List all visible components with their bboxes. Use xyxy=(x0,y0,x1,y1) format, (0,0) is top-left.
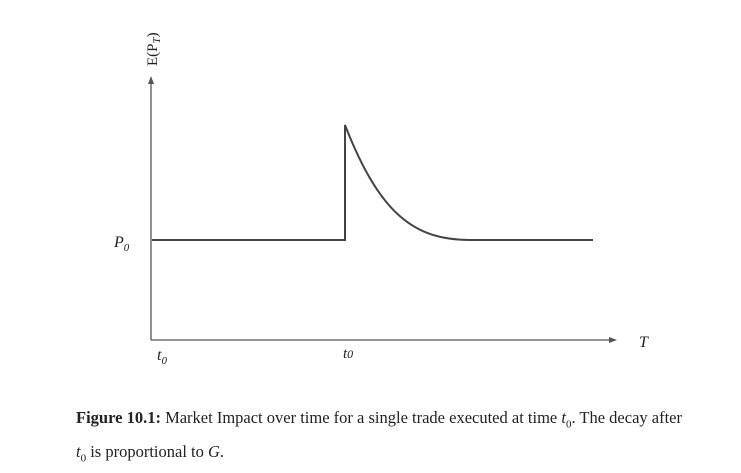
y-axis-arrowhead xyxy=(148,76,154,84)
caption-text-3: is proportional to xyxy=(90,442,204,462)
caption-text-1: Market Impact over time for a single tra… xyxy=(165,408,558,427)
x-axis-label: T xyxy=(639,334,649,351)
t0-origin-label: t0 xyxy=(157,347,167,367)
y-axis-label: E(PT) xyxy=(145,32,163,66)
t0-jump-label: t0 xyxy=(343,346,353,362)
caption-text-2: . The decay after xyxy=(571,408,682,427)
caption-text-4: . xyxy=(219,442,225,462)
expected-price-path xyxy=(152,124,593,241)
caption-var-g: G xyxy=(208,442,220,462)
caption-label: Figure 10.1: xyxy=(76,408,161,427)
figure-caption: Figure 10.1: Market Impact over time for… xyxy=(76,404,696,473)
caption-var-t2: t0 xyxy=(76,442,87,465)
x-axis-arrowhead xyxy=(609,337,617,343)
caption-var-t: t0 xyxy=(561,408,572,431)
market-impact-diagram: E(PT) P0 T t0 t0 xyxy=(113,32,649,367)
p0-label: P0 xyxy=(113,234,130,254)
